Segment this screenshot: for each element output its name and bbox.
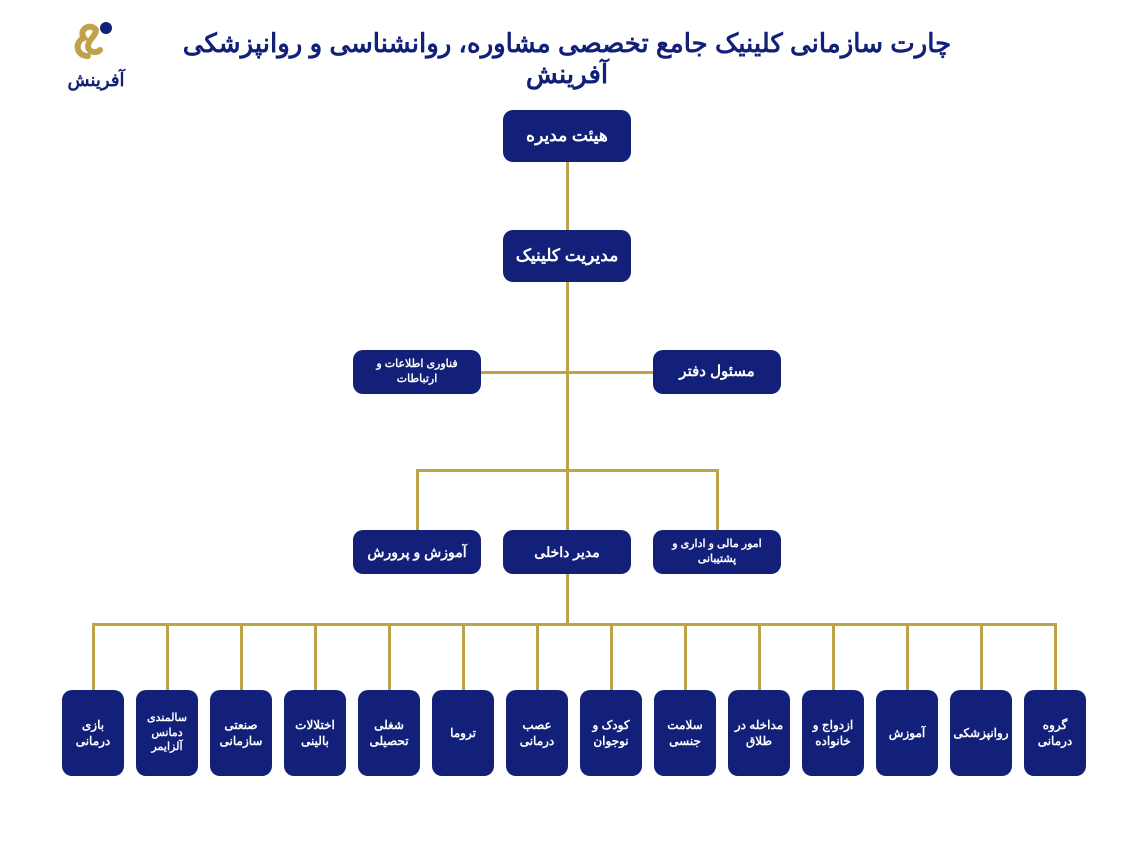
leaf-label: شغلی تحصیلی [362, 717, 416, 749]
node-board: هیئت مدیره [503, 110, 631, 162]
leaf-label: سلامت جنسی [658, 717, 712, 749]
connector [536, 623, 539, 691]
leaf-grp: گروه درمانی [1024, 690, 1086, 776]
connector [314, 623, 317, 691]
leaf-marriage: ازدواج و خانواده [802, 690, 864, 776]
node-finance: امور مالی و اداری و پشتیبانی [653, 530, 781, 574]
connector [388, 623, 391, 691]
leaf-psych: روانپزشکی [950, 690, 1012, 776]
node-label: امور مالی و اداری و پشتیبانی [659, 537, 775, 567]
connector [716, 469, 719, 531]
page-title: چارت سازمانی کلینیک جامع تخصصی مشاوره، ر… [170, 28, 964, 90]
org-chart: چارت سازمانی کلینیک جامع تخصصی مشاوره، ر… [0, 0, 1134, 850]
leaf-label: تروما [450, 725, 476, 741]
leaf-label: اختلالات بالینی [288, 717, 342, 749]
leaf-label: کودک و نوجوان [584, 717, 638, 749]
node-label: فناوری اطلاعات و ارتباطات [359, 357, 475, 387]
connector [462, 623, 465, 691]
logo: آفرینش [56, 18, 136, 91]
node-label: هیئت مدیره [526, 125, 608, 148]
connector [1054, 623, 1057, 691]
leaf-elder: سالمندی دمانس آلزایمر [136, 690, 198, 776]
node-education: آموزش و پرورش [353, 530, 481, 574]
node-label: مدیریت کلینیک [516, 245, 619, 268]
leaf-label: ازدواج و خانواده [806, 717, 860, 749]
leaf-career: شغلی تحصیلی [358, 690, 420, 776]
logo-icon [66, 18, 126, 66]
node-label: مسئول دفتر [679, 362, 754, 382]
connector [566, 574, 569, 624]
connector [566, 469, 569, 531]
connector [416, 469, 419, 531]
connector [980, 623, 983, 691]
connector [906, 623, 909, 691]
leaf-label: مداخله در طلاق [732, 717, 786, 749]
node-label: آموزش و پرورش [367, 543, 466, 562]
leaf-divorce: مداخله در طلاق [728, 690, 790, 776]
node-office: مسئول دفتر [653, 350, 781, 394]
leaf-org: صنعتی سازمانی [210, 690, 272, 776]
leaf-child: کودک و نوجوان [580, 690, 642, 776]
node-label: مدیر داخلی [534, 543, 599, 562]
leaf-label: صنعتی سازمانی [214, 717, 268, 749]
leaf-label: سالمندی دمانس آلزایمر [140, 711, 194, 756]
connector [610, 623, 613, 691]
connector [240, 623, 243, 691]
connector [832, 623, 835, 691]
leaf-label: آموزش [889, 725, 925, 741]
leaf-play: بازی درمانی [62, 690, 124, 776]
leaf-edu: آموزش [876, 690, 938, 776]
leaf-clinical: اختلالات بالینی [284, 690, 346, 776]
connector [758, 623, 761, 691]
leaf-neuro: عصب درمانی [506, 690, 568, 776]
connector [92, 623, 95, 691]
connector [166, 623, 169, 691]
logo-text: آفرینش [56, 70, 136, 91]
connector [566, 162, 569, 470]
node-internal: مدیر داخلی [503, 530, 631, 574]
leaf-sex: سلامت جنسی [654, 690, 716, 776]
node-ict: فناوری اطلاعات و ارتباطات [353, 350, 481, 394]
leaf-label: عصب درمانی [510, 717, 564, 749]
leaf-label: گروه درمانی [1028, 717, 1082, 749]
node-management: مدیریت کلینیک [503, 230, 631, 282]
leaf-label: روانپزشکی [953, 725, 1008, 741]
connector [684, 623, 687, 691]
connector [92, 623, 1057, 626]
leaf-trauma: تروما [432, 690, 494, 776]
leaf-label: بازی درمانی [66, 717, 120, 749]
